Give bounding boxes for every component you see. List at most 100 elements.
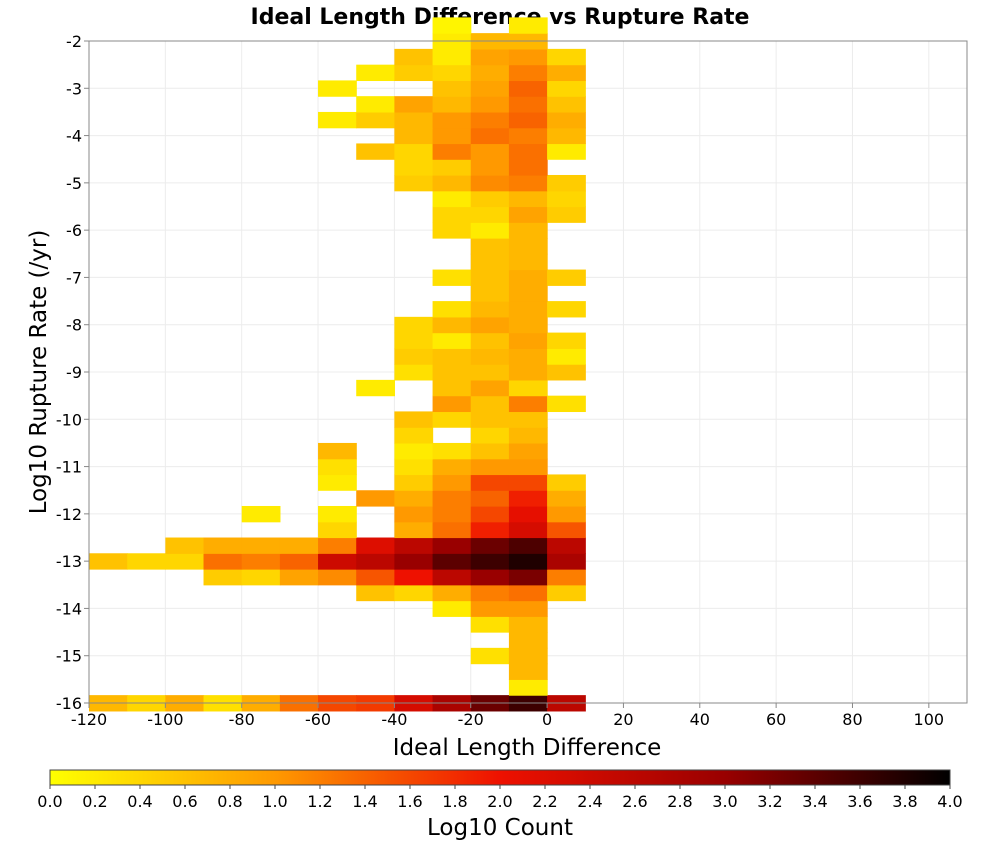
heatmap-cell (356, 143, 395, 160)
y-tick-label: -15 (56, 647, 82, 666)
heatmap-cell (508, 521, 548, 539)
heatmap-cell (318, 474, 357, 491)
colorbar-tick-label: 0.6 (172, 792, 197, 811)
heatmap-cell (508, 553, 548, 570)
heatmap-cell (318, 505, 357, 523)
heatmap-cell (470, 427, 510, 444)
colorbar-tick-label: 0.2 (82, 792, 107, 811)
heatmap-cell (394, 553, 434, 570)
colorbar-tick-label: 0.8 (217, 792, 242, 811)
heatmap-cell (470, 348, 510, 365)
heatmap-cell (356, 111, 395, 129)
x-tick-label: -20 (458, 710, 484, 729)
colorbar-tick-label: 3.8 (892, 792, 917, 811)
heatmap-cell (508, 348, 548, 365)
x-tick-label: 100 (914, 710, 945, 729)
y-tick-label: -13 (56, 552, 82, 571)
heatmap-cell (508, 395, 548, 413)
heatmap-cell (165, 553, 205, 570)
heatmap-cell (470, 474, 510, 491)
colorbar-tick-label: 2.4 (577, 792, 602, 811)
colorbar-tick-label: 1.6 (397, 792, 422, 811)
heatmap-cell (432, 442, 472, 460)
heatmap-cell (508, 411, 548, 428)
x-tick-label: -100 (147, 710, 183, 729)
colorbar-tick-label: 3.2 (757, 792, 782, 811)
heatmap-cell (508, 569, 548, 586)
heatmap-cell (547, 80, 586, 97)
colorbar-label: Log10 Count (427, 815, 573, 841)
heatmap-cell (432, 127, 472, 145)
heatmap-cell (470, 80, 510, 97)
heatmap-cell (547, 505, 586, 523)
heatmap-cell (547, 190, 586, 208)
heatmap-cell (432, 458, 472, 476)
heatmap-cell (470, 48, 510, 66)
heatmap-cell (470, 600, 510, 617)
heatmap-cell (508, 48, 548, 66)
heatmap-cell (432, 174, 472, 192)
heatmap-cell (394, 96, 434, 113)
heatmap-cell (470, 301, 510, 318)
colorbar-tick-label: 2.2 (532, 792, 557, 811)
heatmap-cell (547, 269, 586, 286)
heatmap-cell (432, 64, 472, 82)
heatmap-cell (432, 111, 472, 129)
heatmap-cell (508, 238, 548, 255)
heatmap-cell (470, 269, 510, 286)
heatmap-cell (470, 159, 510, 176)
heatmap-cell (547, 301, 586, 318)
heatmap-cell (470, 647, 510, 665)
heatmap-cell (508, 647, 548, 665)
heatmap-cell (470, 553, 510, 570)
heatmap-cell (394, 111, 434, 129)
heatmap-cell (508, 458, 548, 476)
x-tick-label: -120 (71, 710, 107, 729)
heatmap-cell (470, 521, 510, 539)
heatmap-cell (470, 222, 510, 239)
heatmap-cell (547, 48, 586, 66)
x-tick-label: -60 (305, 710, 331, 729)
heatmap-cell (547, 474, 586, 491)
heatmap-cell (547, 364, 586, 381)
heatmap-cell (432, 364, 472, 381)
y-tick-label: -11 (56, 458, 82, 477)
colorbar-tick-label: 3.6 (847, 792, 872, 811)
heatmap-cell (508, 159, 548, 176)
heatmap-cell (432, 48, 472, 66)
heatmap-cell (508, 190, 548, 208)
heatmap-cell (470, 174, 510, 192)
heatmap-cell (508, 174, 548, 192)
heatmap-cell (394, 64, 434, 82)
heatmap-cell (432, 17, 472, 34)
heatmap-cell (470, 190, 510, 208)
x-axis-ticks: -120 -100 -80 -60 -40 -20 0 20 40 60 80 100 (71, 703, 944, 729)
heatmap-cell (470, 458, 510, 476)
heatmap-cell (432, 505, 472, 523)
heatmap-cell (241, 553, 281, 570)
heatmap-cell (508, 474, 548, 491)
heatmap-cell (508, 537, 548, 554)
heatmap-cell (356, 537, 395, 554)
heatmap-cell (432, 521, 472, 539)
y-axis-label: Log10 Rupture Rate (/yr) (26, 230, 52, 515)
heatmap-cell (432, 395, 472, 413)
heatmap-cell (508, 301, 548, 318)
heatmap-cell (547, 521, 586, 539)
heatmap-cell (432, 553, 472, 570)
heatmap-cell (432, 206, 472, 223)
heatmap-cell (547, 584, 586, 602)
colorbar (49, 769, 951, 786)
heatmap-cell (508, 632, 548, 649)
y-tick-label: -9 (66, 363, 82, 382)
heatmap-cells (89, 17, 586, 712)
heatmap-cell (203, 553, 243, 570)
heatmap-cell (508, 490, 548, 507)
heatmap-cell (318, 553, 357, 570)
heatmap-cell (318, 537, 357, 554)
x-tick-label: 20 (613, 710, 633, 729)
heatmap-cell (394, 332, 434, 349)
heatmap-cell (547, 111, 586, 129)
heatmap-cell (432, 143, 472, 160)
colorbar-tick-label: 3.0 (712, 792, 737, 811)
